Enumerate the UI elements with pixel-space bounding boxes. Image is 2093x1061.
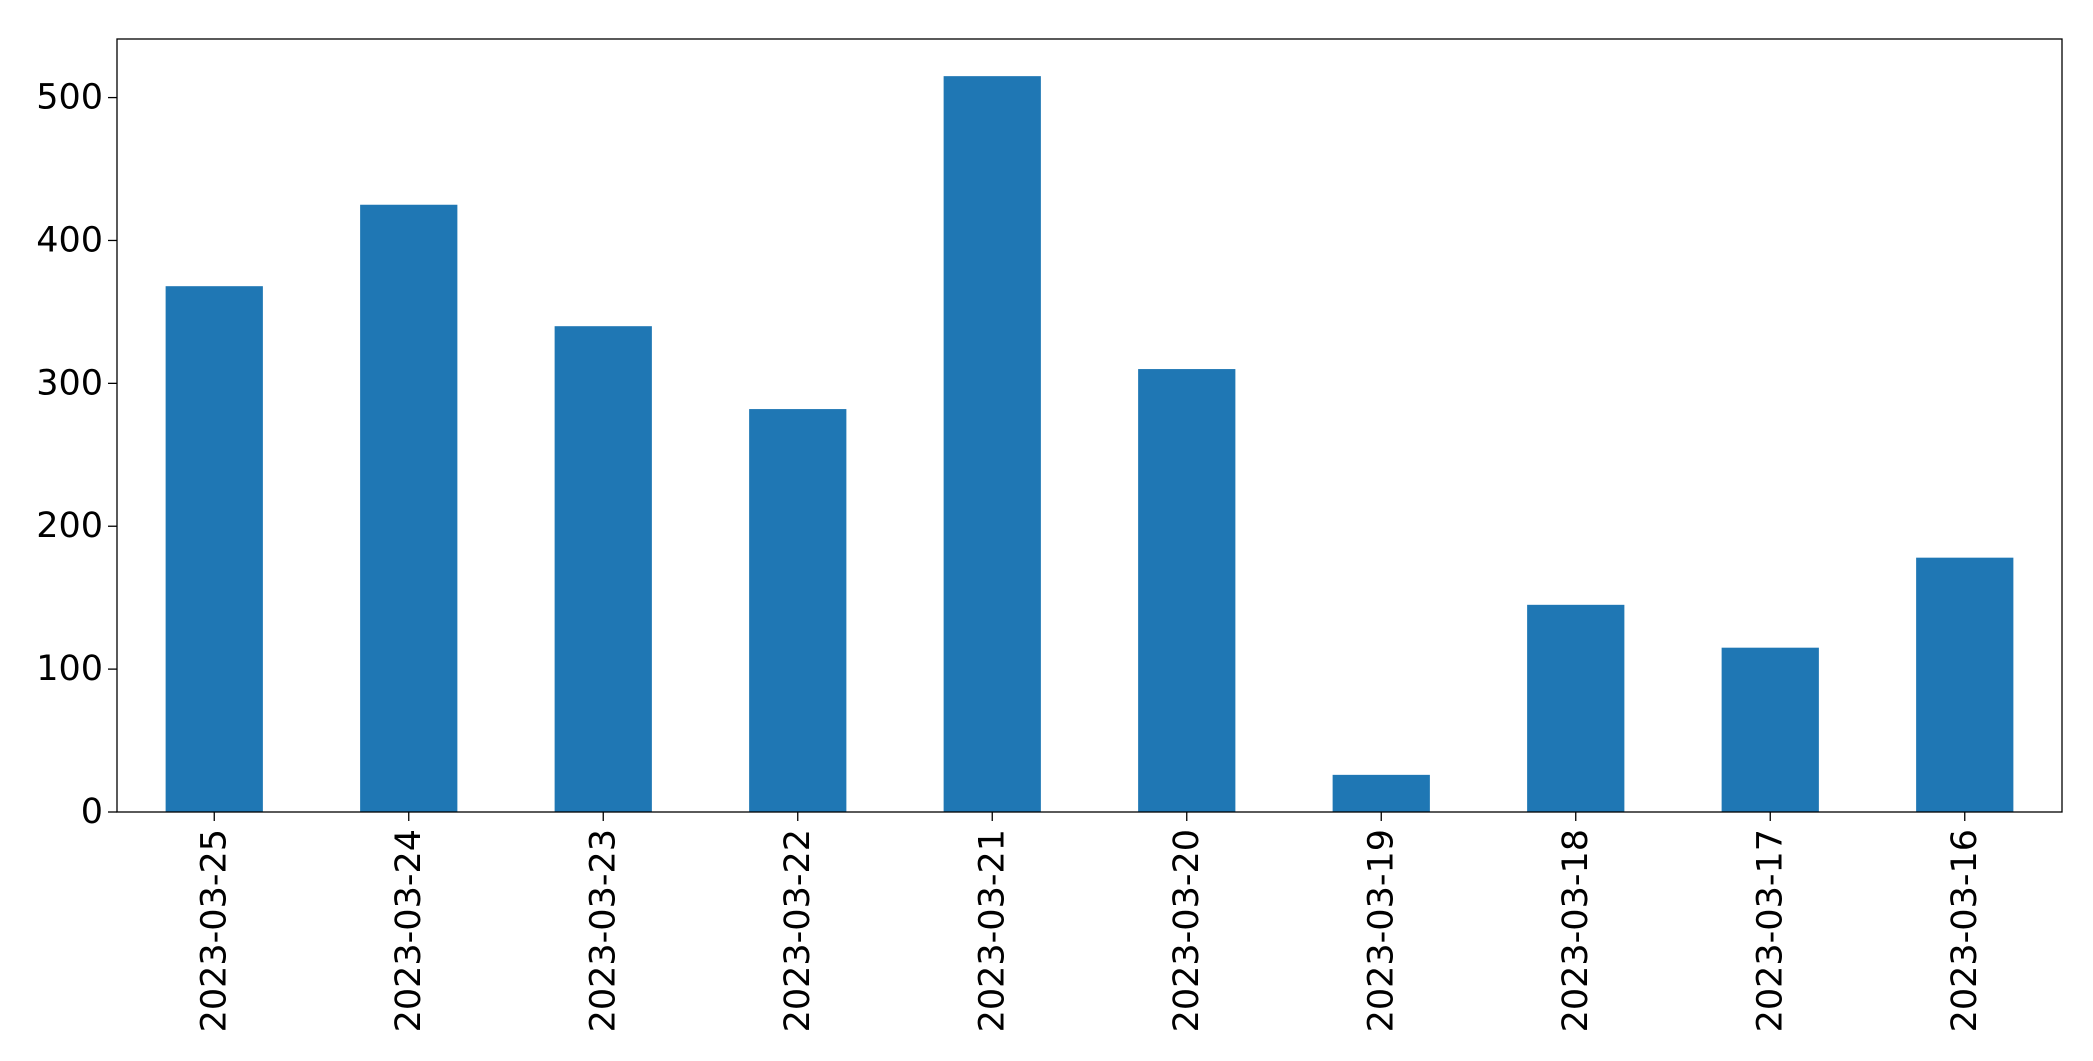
bar-2023-03-16 [1916,557,2014,812]
x-tick-label: 2023-03-20 [1167,829,1207,1032]
x-tick-label: 2023-03-21 [972,829,1012,1032]
y-tick-label: 100 [36,649,103,689]
x-tick-label: 2023-03-16 [1945,829,1985,1032]
x-tick-label: 2023-03-24 [389,829,429,1032]
y-tick-label: 200 [36,506,103,546]
x-tick-label: 2023-03-19 [1361,829,1401,1032]
y-tick-label: 500 [36,78,103,118]
y-tick-label: 300 [36,363,103,403]
bar-2023-03-25 [165,286,263,812]
bar-2023-03-23 [554,326,652,812]
x-tick-label: 2023-03-18 [1556,829,1596,1032]
bar-2023-03-21 [943,76,1041,812]
bar-2023-03-19 [1332,774,1430,812]
bar-2023-03-20 [1138,369,1236,812]
y-axis: 0 100 200 300 400 500 [36,78,117,832]
x-tick-label: 2023-03-17 [1750,829,1790,1032]
bar-2023-03-18 [1527,604,1625,812]
y-tick-label: 400 [36,220,103,260]
x-tick-label: 2023-03-22 [778,829,818,1032]
x-tick-label: 2023-03-23 [583,829,623,1032]
bars-group [165,76,2014,812]
bar-2023-03-17 [1721,647,1819,812]
x-axis: 2023-03-25 2023-03-24 2023-03-23 2023-03-22… [194,812,1985,1032]
y-tick-label: 0 [81,792,103,832]
bar-2023-03-24 [360,204,458,812]
plot-frame [116,38,2063,813]
x-tick-label: 2023-03-25 [194,829,234,1032]
bar-2023-03-22 [749,409,847,812]
